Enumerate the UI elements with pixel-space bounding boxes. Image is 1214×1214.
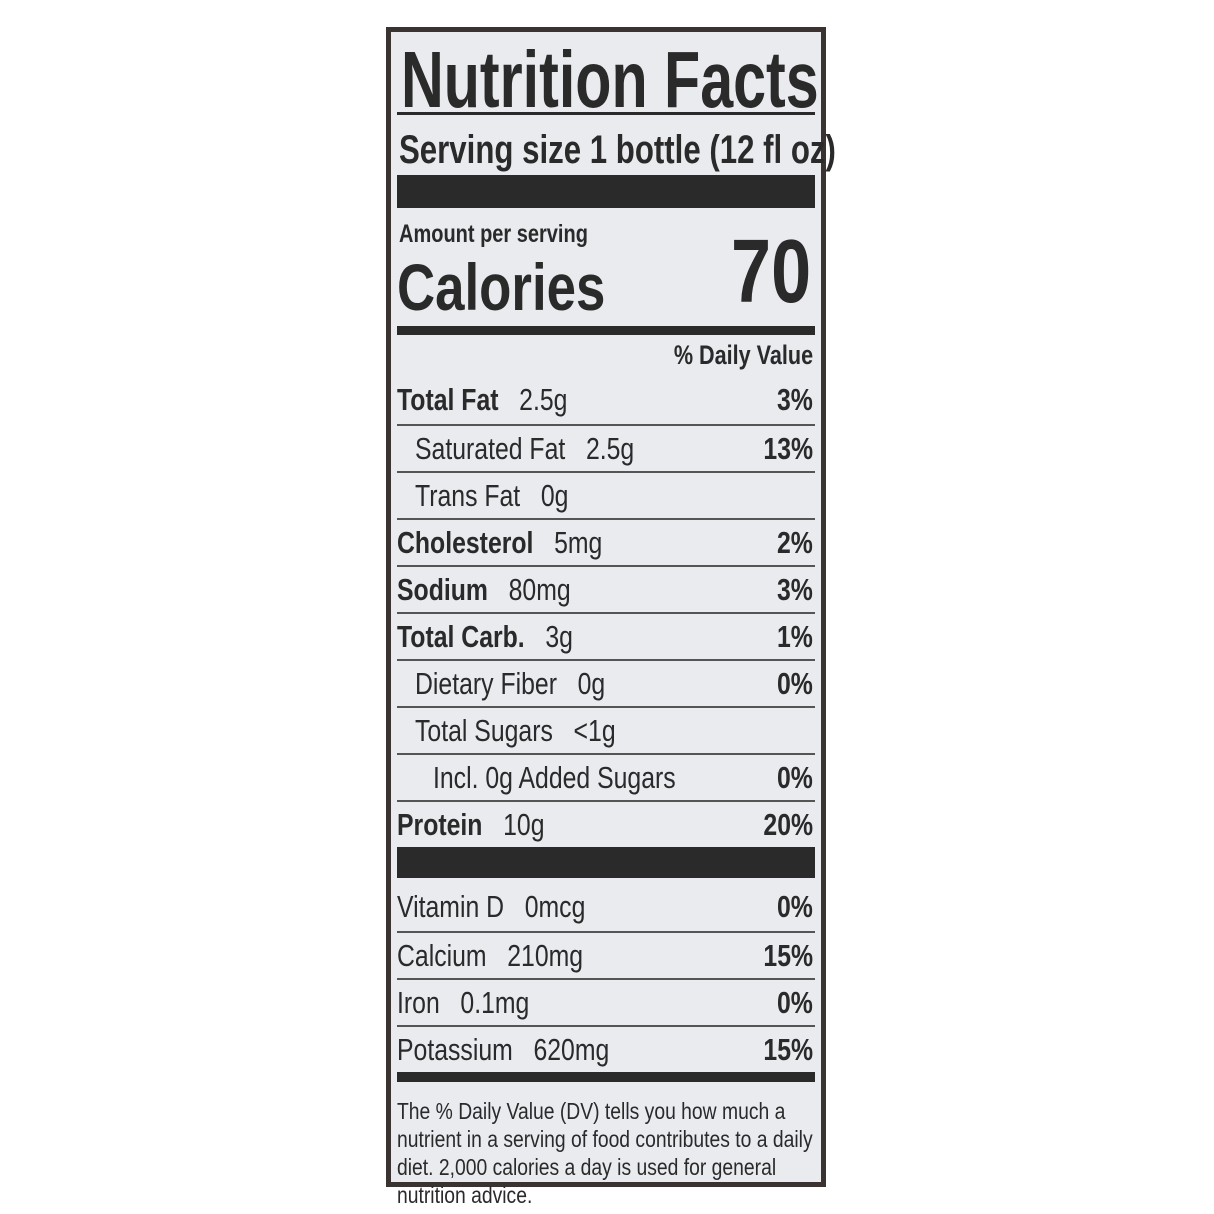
nutrient-label: Sodium 80mg — [397, 567, 614, 613]
daily-value: 13% — [751, 426, 813, 472]
divider — [397, 112, 815, 115]
nutrient-daily-value: 0% — [777, 985, 813, 1020]
nutrient-amount: 0mcg — [524, 889, 586, 924]
nutrient-row: Total Fat 2.5g 3% — [397, 377, 815, 423]
nutrient-amount: 620mg — [533, 1032, 610, 1067]
nutrient-row: Potassium 620mg 15% — [397, 1025, 815, 1073]
nutrient-daily-value: 13% — [763, 431, 813, 466]
daily-value: 15% — [751, 933, 813, 979]
nutrient-amount: 2.5g — [585, 431, 635, 466]
daily-value: 0% — [768, 755, 813, 801]
nutrient-row: Vitamin D 0mcg 0% — [397, 884, 815, 930]
nutrient-label: Vitamin D 0mcg — [397, 884, 632, 930]
nutrient-daily-value: 0% — [777, 760, 813, 795]
nutrient-daily-value: 0% — [777, 666, 813, 701]
daily-value: 1% — [768, 614, 813, 660]
nutrient-amount: <1g — [573, 713, 616, 748]
nutrient-row: Protein 10g 20% — [397, 800, 815, 848]
nutrient-row: Cholesterol 5mg 2% — [397, 518, 815, 566]
nutrient-name: Saturated Fat — [415, 431, 566, 466]
nutrient-name: Dietary Fiber — [415, 666, 557, 701]
nutrient-daily-value: 0% — [777, 889, 813, 924]
nutrient-amount: 10g — [503, 807, 545, 842]
nutrient-label: Calcium 210mg — [397, 933, 630, 979]
nutrient-row: Trans Fat 0g — [397, 471, 815, 519]
nutrient-amount: 2.5g — [519, 382, 568, 417]
daily-value: 2% — [768, 520, 813, 566]
nutrient-label: Trans Fat 0g — [415, 473, 607, 519]
daily-value: 0% — [768, 980, 813, 1026]
nutrient-row: Saturated Fat 2.5g 13% — [397, 424, 815, 472]
thick-divider — [397, 175, 815, 208]
nutrient-name: Protein — [397, 807, 483, 842]
nutrient-daily-value: 2% — [777, 525, 813, 560]
nutrient-label: Potassium 620mg — [397, 1027, 662, 1073]
nutrient-row: Total Sugars <1g — [397, 706, 815, 754]
nutrient-row: Calcium 210mg 15% — [397, 931, 815, 979]
amount-per-serving: Amount per serving — [399, 220, 588, 248]
nutrient-name: Cholesterol — [397, 525, 534, 560]
calories-label: Calories — [397, 250, 606, 324]
calories-value: 70 — [730, 222, 811, 322]
nutrient-row: Iron 0.1mg 0% — [397, 978, 815, 1026]
label-title: Nutrition Facts — [401, 35, 819, 124]
nutrient-label: Iron 0.1mg — [397, 980, 562, 1026]
nutrient-label: Dietary Fiber 0g — [415, 661, 653, 707]
daily-value: 0% — [768, 884, 813, 930]
nutrient-daily-value: 20% — [763, 807, 813, 842]
nutrient-name: Trans Fat — [415, 478, 521, 513]
nutrient-name: Calcium — [397, 938, 487, 973]
nutrient-row: Sodium 80mg 3% — [397, 565, 815, 613]
daily-value-header: % Daily Value — [673, 340, 813, 370]
daily-value: 20% — [751, 802, 813, 848]
nutrient-label: Total Fat 2.5g — [397, 377, 610, 423]
nutrient-amount: 0g — [540, 478, 569, 513]
nutrient-label: Total Sugars <1g — [415, 708, 666, 754]
nutrient-label: Protein 10g — [397, 802, 581, 848]
nutrient-row: Incl. 0g Added Sugars 0% — [397, 753, 815, 801]
daily-value: 0% — [768, 661, 813, 707]
daily-value: 3% — [768, 377, 813, 423]
nutrient-name: Total Carb. — [397, 619, 525, 654]
daily-value: 3% — [768, 567, 813, 613]
nutrient-amount: 3g — [545, 619, 573, 654]
nutrient-name: Iron — [397, 985, 440, 1020]
nutrient-name: Incl. 0g Added Sugars — [433, 760, 676, 795]
nutrient-row: Total Carb. 3g 1% — [397, 612, 815, 660]
nutrient-label: Incl. 0g Added Sugars — [433, 755, 754, 801]
nutrient-label: Saturated Fat 2.5g — [415, 426, 689, 472]
nutrient-amount: 5mg — [554, 525, 603, 560]
nutrient-name: Vitamin D — [397, 889, 505, 924]
nutrient-daily-value: 3% — [777, 572, 813, 607]
nutrient-name: Sodium — [397, 572, 488, 607]
nutrient-label: Cholesterol 5mg — [397, 520, 654, 566]
nutrient-label: Total Carb. 3g — [397, 614, 617, 660]
medium-divider — [397, 1072, 815, 1082]
nutrient-daily-value: 1% — [777, 619, 813, 654]
thick-divider — [397, 847, 815, 878]
nutrient-name: Total Sugars — [415, 713, 553, 748]
footnote: The % Daily Value (DV) tells you how muc… — [397, 1098, 813, 1208]
nutrient-daily-value: 15% — [763, 938, 813, 973]
nutrient-amount: 80mg — [508, 572, 571, 607]
nutrient-amount: 210mg — [507, 938, 584, 973]
nutrient-amount: 0.1mg — [460, 985, 530, 1020]
nutrition-facts-label: Nutrition Facts Serving size 1 bottle (1… — [386, 27, 836, 1208]
nutrient-name: Total Fat — [397, 382, 499, 417]
nutrient-daily-value: 15% — [763, 1032, 813, 1067]
medium-divider — [397, 326, 815, 335]
nutrient-amount: 0g — [577, 666, 606, 701]
serving-size: Serving size 1 bottle (12 fl oz) — [399, 128, 836, 172]
nutrient-name: Potassium — [397, 1032, 513, 1067]
daily-value: 15% — [751, 1027, 813, 1073]
nutrient-row: Dietary Fiber 0g 0% — [397, 659, 815, 707]
nutrient-daily-value: 3% — [777, 382, 813, 417]
